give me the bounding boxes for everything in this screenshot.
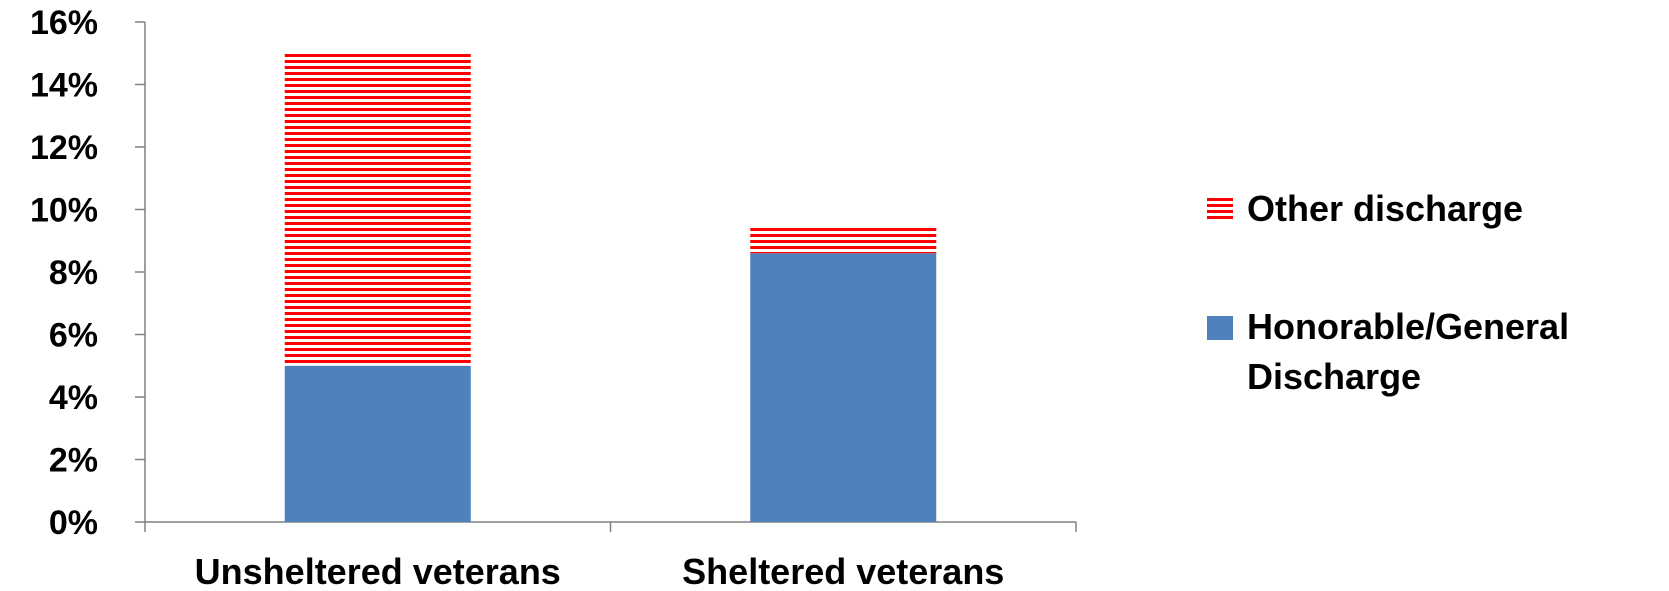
- x-category-label: Unsheltered veterans: [195, 551, 561, 591]
- y-tick-label: 2%: [49, 442, 98, 480]
- bars: [284, 53, 937, 522]
- y-tick-label: 16%: [30, 4, 98, 42]
- bar-other-discharge: [284, 53, 471, 366]
- bar-honorable-general: [750, 253, 937, 522]
- legend-label-line: Other discharge: [1247, 188, 1523, 229]
- legend-label: Honorable/General Discharge: [1247, 306, 1569, 397]
- y-tick-label: 12%: [30, 129, 98, 167]
- legend-label-line: Honorable/General: [1247, 306, 1569, 347]
- legend-swatch: [1207, 198, 1233, 222]
- axis-labels: 0% 2% 4% 6% 8% 10% 12% 14% 16% Unsheltered vetera…: [30, 4, 1004, 591]
- y-tick-label: 14%: [30, 67, 98, 105]
- y-tick-label: 0%: [49, 504, 98, 542]
- legend-label: Other discharge: [1247, 188, 1523, 229]
- bar-other-discharge: [750, 225, 937, 254]
- y-tick-label: 8%: [49, 254, 98, 292]
- y-tick-label: 6%: [49, 317, 98, 355]
- y-tick-label: 4%: [49, 379, 98, 417]
- legend: Other discharge Honorable/General Discharg…: [1207, 188, 1569, 397]
- legend-label-line: Discharge: [1247, 356, 1421, 397]
- y-tick-label: 10%: [30, 192, 98, 230]
- bar-honorable-general: [284, 365, 471, 522]
- legend-swatch: [1207, 316, 1233, 340]
- x-category-label: Sheltered veterans: [682, 551, 1004, 591]
